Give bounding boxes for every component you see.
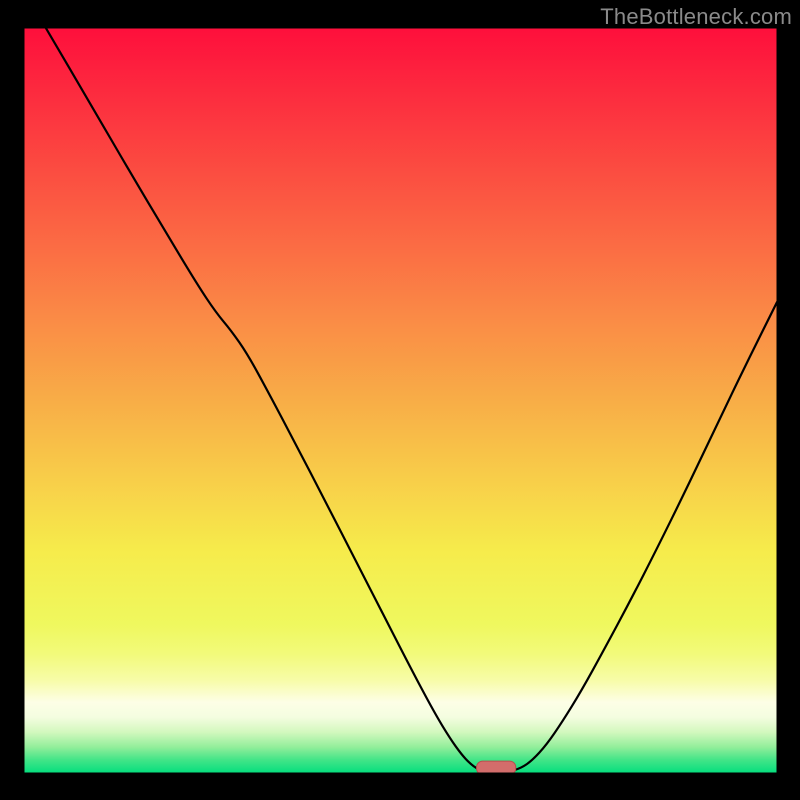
chart-gradient-background: [24, 28, 777, 773]
attribution-text: TheBottleneck.com: [600, 4, 792, 30]
optimal-point-marker: [477, 761, 516, 774]
